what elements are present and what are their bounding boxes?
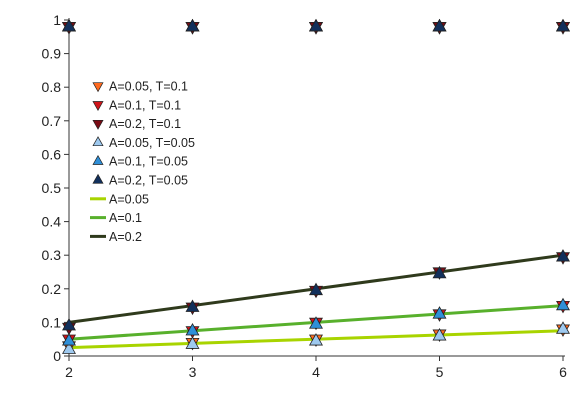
x-tick-label: 6 [559, 364, 567, 380]
data-point [432, 328, 447, 341]
legend-label: A=0.05, T=0.1 [109, 80, 188, 94]
legend: A=0.05, T=0.1 A=0.1, T=0.1 A=0.2, T=0.1 A=0… [90, 80, 195, 244]
y-tick-label: 1 [53, 12, 61, 28]
data-point [185, 336, 200, 349]
data-point [185, 299, 200, 312]
legend-marker [92, 82, 104, 93]
legend-label: A=0.05, T=0.05 [109, 136, 195, 150]
y-tick-label: 0.5 [42, 180, 62, 196]
x-tick-label: 5 [436, 364, 444, 380]
legend-marker [92, 173, 104, 184]
data-point [62, 18, 76, 32]
axes: 0 0.1 0.2 0.3 0.4 0.5 0.6 0.7 0.8 0.9 1 2 3 4 5 6 [42, 12, 568, 380]
data-point [556, 18, 570, 32]
data-point [432, 306, 447, 319]
y-tick-label: 0.1 [42, 314, 62, 330]
series-markers [62, 18, 570, 354]
x-tick-label: 3 [189, 364, 197, 380]
data-point [62, 341, 76, 354]
y-tick-label: 0 [53, 348, 61, 364]
data-point [185, 18, 200, 32]
data-point [432, 265, 447, 279]
data-point [62, 333, 76, 346]
legend-label: A=0.1, T=0.05 [109, 155, 188, 169]
x-tick-label: 2 [65, 364, 73, 380]
data-point [62, 317, 76, 331]
data-point [432, 18, 447, 32]
legend-label: A=0.1, T=0.1 [109, 98, 181, 112]
data-point [556, 249, 570, 262]
y-tick-label: 0.8 [42, 79, 62, 95]
data-point [556, 321, 570, 334]
y-tick-label: 0.2 [42, 281, 62, 297]
data-point [556, 297, 570, 311]
y-tick-label: 0.7 [42, 113, 62, 129]
y-tick-label: 0.6 [42, 146, 62, 162]
data-point [309, 316, 323, 329]
legend-label: A=0.2, T=0.05 [109, 174, 188, 188]
legend-marker [92, 136, 104, 147]
legend-label: A=0.2 [109, 230, 142, 244]
x-tick-label: 4 [312, 364, 320, 380]
data-point [309, 282, 323, 296]
legend-label: A=0.05 [109, 192, 149, 206]
legend-marker [92, 154, 104, 165]
y-tick-label: 0.3 [42, 247, 62, 263]
y-tick-label: 0.4 [42, 214, 62, 230]
data-point [309, 333, 323, 346]
legend-marker [92, 119, 104, 130]
y-tick-label: 0.9 [42, 46, 62, 62]
data-point [185, 322, 200, 336]
legend-label: A=0.1 [109, 211, 142, 225]
legend-label: A=0.2, T=0.1 [109, 117, 181, 131]
legend-marker [92, 101, 104, 112]
data-point [309, 18, 323, 32]
